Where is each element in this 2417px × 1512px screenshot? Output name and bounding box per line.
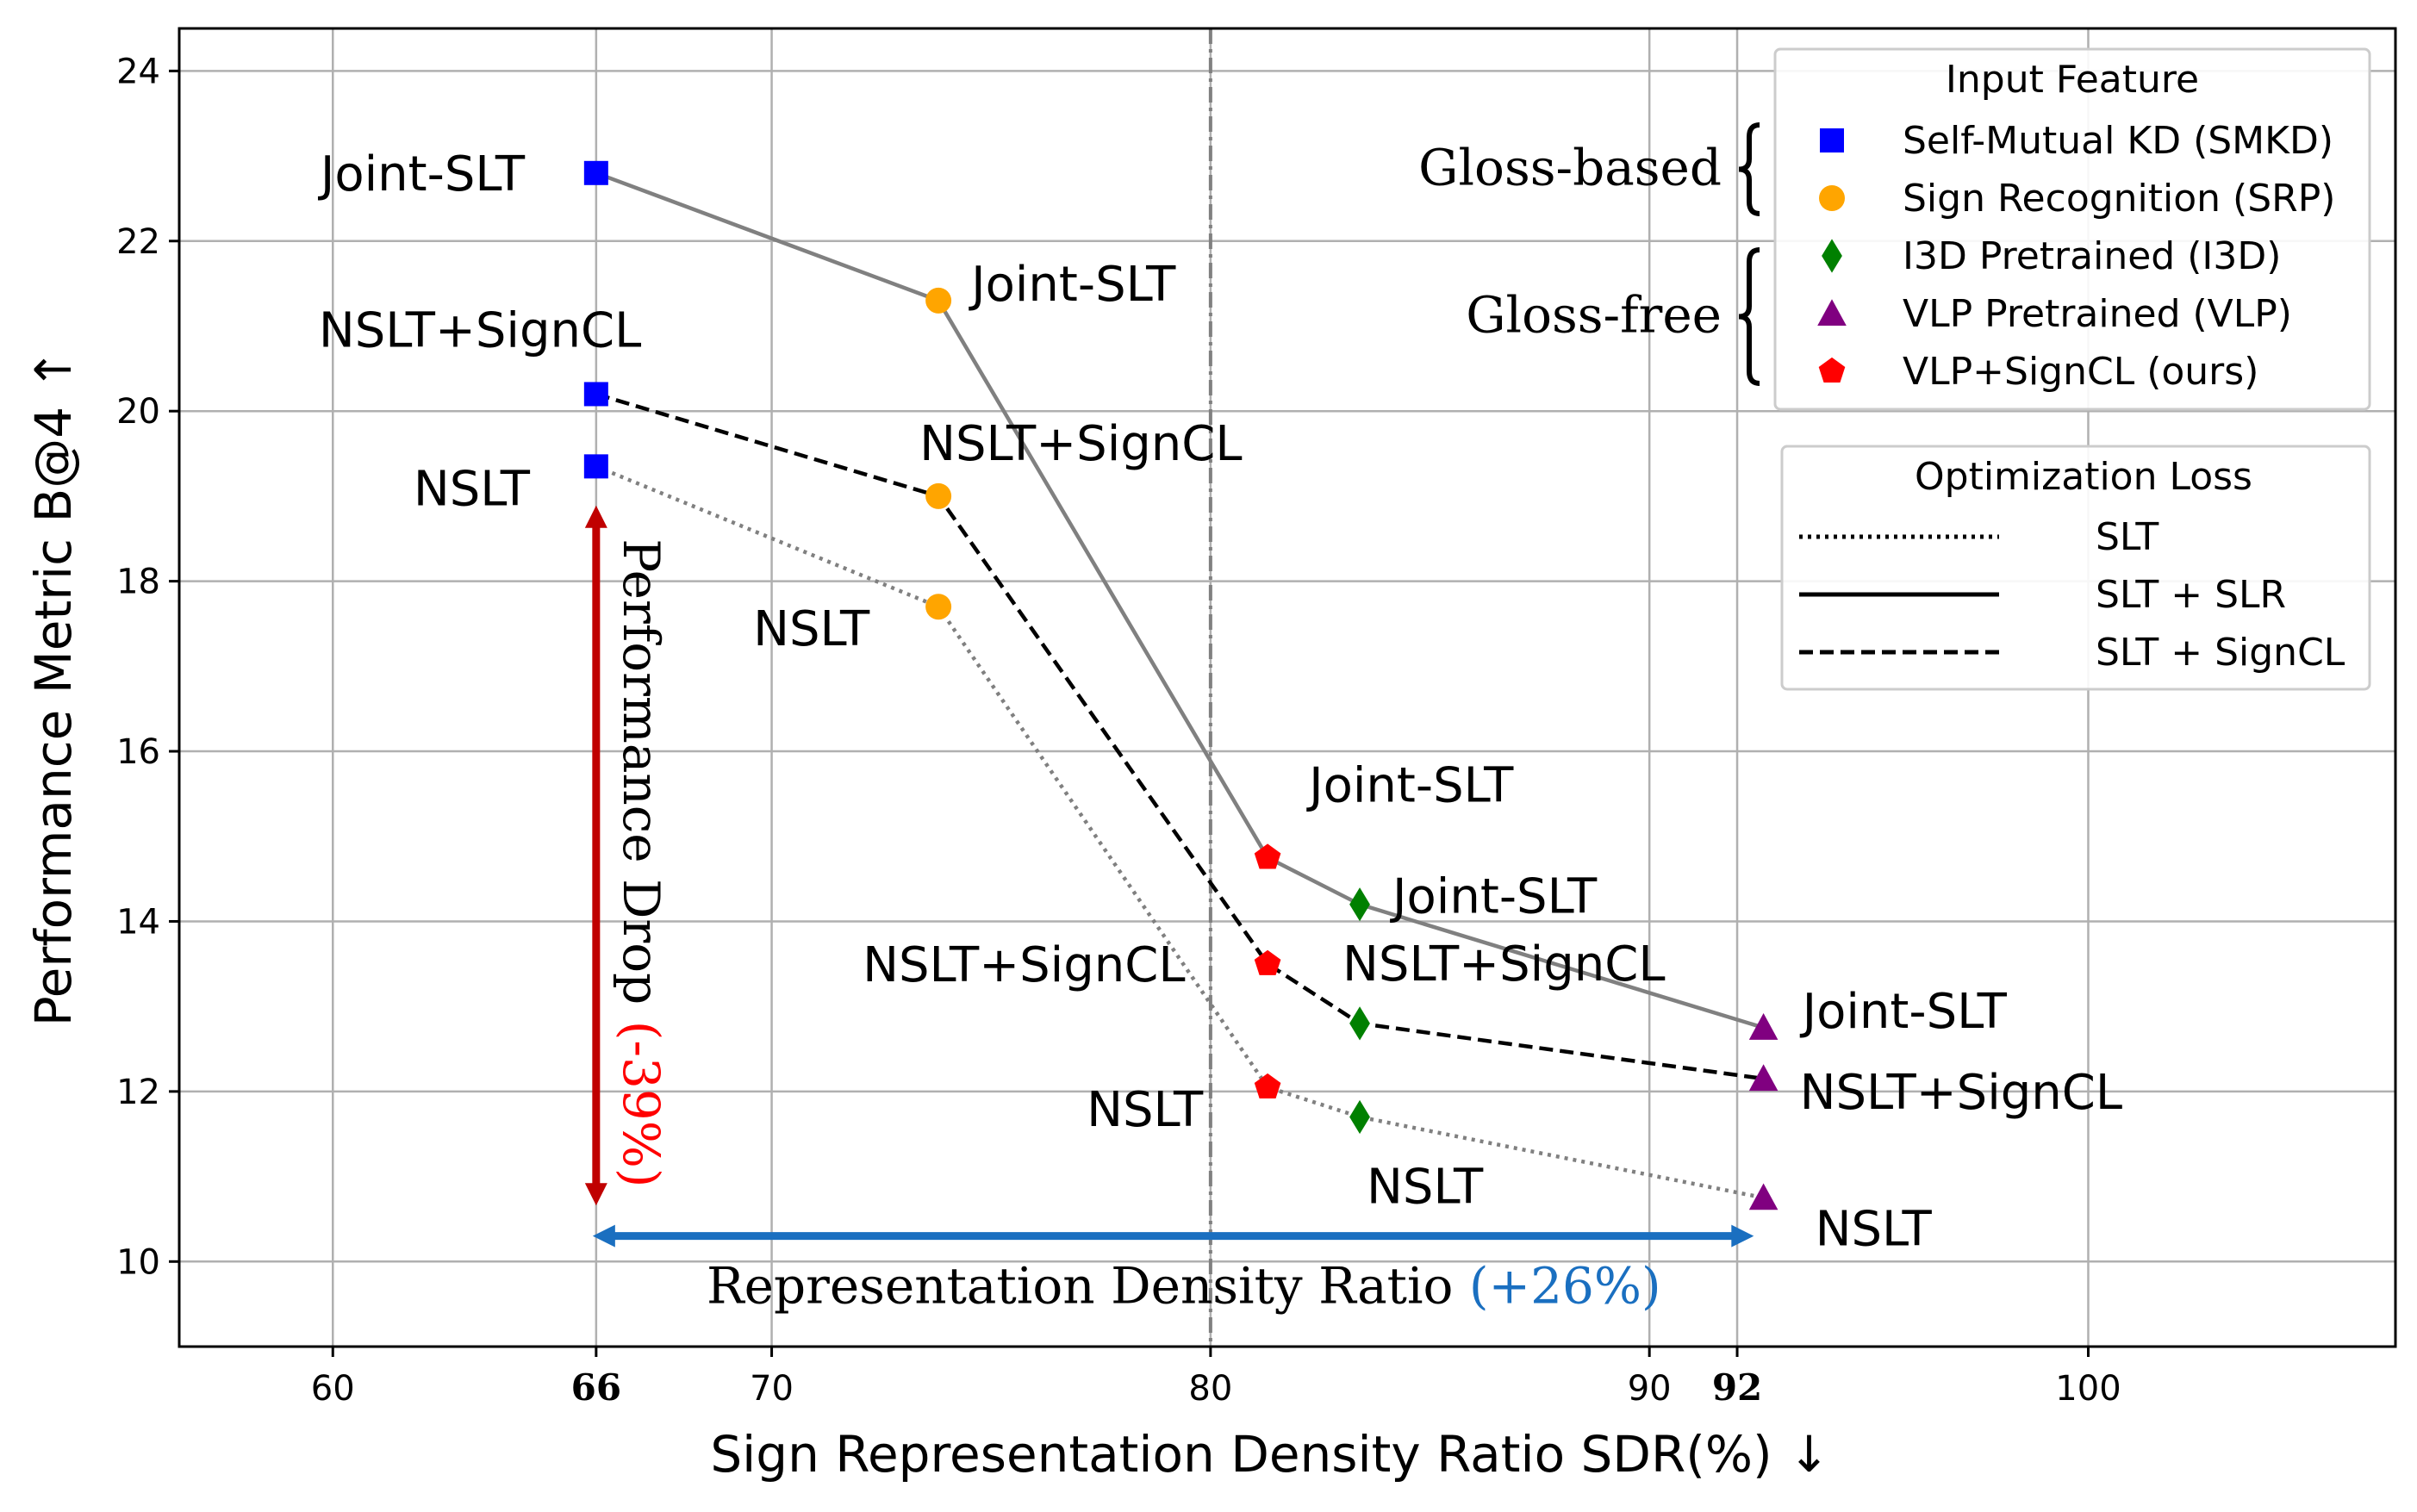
data-point: [1349, 887, 1370, 922]
ratio-arrow-head-left: [592, 1224, 615, 1248]
data-point: [925, 482, 952, 509]
legend-loss-entry: SLT: [2096, 515, 2158, 559]
ratio-annotation-text: Representation Density Ratio: [707, 1257, 1469, 1316]
point-label: NSLT: [1816, 1201, 1933, 1257]
data-point: [1349, 1006, 1370, 1041]
point-label: NSLT: [1367, 1159, 1484, 1215]
data-point: [1748, 1183, 1778, 1210]
y-tick-label: 22: [116, 222, 160, 262]
data-point: [1748, 1013, 1778, 1040]
point-label: NSLT+SignCL: [919, 416, 1243, 472]
point-label: NSLT+SignCL: [1800, 1065, 2123, 1121]
point-label: NSLT+SignCL: [863, 937, 1186, 993]
ratio-annotation-value: (+26%): [1469, 1257, 1661, 1316]
point-label: NSLT: [753, 601, 870, 657]
point-label: NSLT: [1087, 1082, 1204, 1138]
point-labels: Joint-SLT NSLT+SignCL NSLT Joint-SLT NSLT+Si…: [318, 146, 2122, 1257]
legend-marker: [1818, 357, 1846, 383]
data-point: [925, 287, 952, 314]
point-label: NSLT: [414, 461, 531, 517]
legend-feature-entry: VLP Pretrained (VLP): [1903, 292, 2292, 336]
data-point: [1254, 1073, 1281, 1098]
ratio-annotation: Representation Density Ratio (+26%): [707, 1257, 1661, 1316]
y-tick-label: 14: [116, 902, 160, 942]
legend-feature-entry: Sign Recognition (SRP): [1903, 177, 2335, 221]
legend-feature-title: Input Feature: [1946, 58, 2199, 102]
point-label: Joint-SLT: [1800, 984, 2008, 1040]
legend-group-brace: [1738, 247, 1760, 386]
x-tick-label: 92: [1712, 1366, 1762, 1409]
legend-marker: [1820, 128, 1844, 152]
point-label: NSLT+SignCL: [1342, 936, 1666, 992]
x-tick-label: 80: [1188, 1369, 1232, 1409]
x-tick-label: 100: [2055, 1369, 2121, 1409]
data-point: [583, 454, 608, 479]
data-point: [583, 160, 608, 185]
legend-loss-entry: SLT + SignCL: [2096, 631, 2345, 675]
y-tick-label: 20: [116, 392, 160, 432]
legend-feature-entry: Self-Mutual KD (SMKD): [1903, 119, 2333, 163]
point-label: Joint-SLT: [318, 146, 526, 202]
drop-arrow-head-up: [584, 505, 607, 528]
drop-annotation-value: (-39%): [612, 1021, 670, 1188]
annotations: Performance Drop (-39%) Representation De…: [584, 505, 1754, 1316]
data-point: [583, 382, 608, 407]
drop-annotation-text: Performance Drop: [612, 538, 670, 1020]
data-point: [925, 594, 952, 620]
y-tick-label: 10: [116, 1242, 160, 1282]
drop-arrow-head-down: [584, 1183, 607, 1206]
ratio-arrow-head-right: [1731, 1224, 1754, 1248]
data-point: [1748, 1064, 1778, 1092]
x-tick-label: 60: [311, 1369, 355, 1409]
legend-group-label: Gloss-free: [1466, 286, 1722, 345]
y-tick-label: 18: [116, 563, 160, 602]
legends: Input Feature Self-Mutual KD (SMKD) Sign R…: [1418, 47, 2371, 691]
legend-feature-entry: I3D Pretrained (I3D): [1903, 234, 2281, 278]
series-line: [595, 392, 1764, 1081]
legend-loss-title: Optimization Loss: [1915, 455, 2252, 499]
point-label: Joint-SLT: [969, 257, 1176, 313]
x-tick-label: 66: [571, 1366, 621, 1409]
legend-feature-entry: VLP+SignCL (ours): [1903, 350, 2258, 394]
legend-loss-entry: SLT + SLR: [2096, 573, 2286, 617]
legend-marker: [1822, 239, 1842, 273]
data-point: [1349, 1099, 1370, 1135]
point-label: NSLT+SignCL: [319, 302, 641, 358]
point-label: Joint-SLT: [1306, 757, 1514, 813]
legend-loss-box: [1780, 445, 2371, 691]
axes: 60 66 70 80 90 92 100 10 12 14 16 18 20 22 24 Sign Repr…: [24, 27, 2397, 1484]
y-tick-label: 24: [116, 52, 160, 91]
data-point: [1254, 949, 1281, 975]
y-axis-label: Performance Metric B@4 ↑: [24, 349, 83, 1026]
y-tick-label: 12: [116, 1073, 160, 1112]
point-label: Joint-SLT: [1390, 869, 1598, 925]
legend-feature-box: [1773, 47, 2371, 411]
data-point: [1254, 843, 1281, 869]
y-tick-label: 16: [116, 732, 160, 772]
legend-marker: [1819, 185, 1845, 211]
legend-marker: [1817, 299, 1847, 326]
legend-group-label: Gloss-based: [1418, 139, 1722, 197]
x-tick-label: 70: [750, 1369, 794, 1409]
drop-annotation: Performance Drop (-39%): [612, 538, 670, 1187]
x-axis-label: Sign Representation Density Ratio SDR(%)…: [710, 1425, 1829, 1484]
legend-group-brace: [1738, 122, 1760, 216]
markers: [583, 160, 1778, 1210]
x-tick-label: 90: [1628, 1369, 1672, 1409]
plot-frame: [178, 27, 2397, 1348]
